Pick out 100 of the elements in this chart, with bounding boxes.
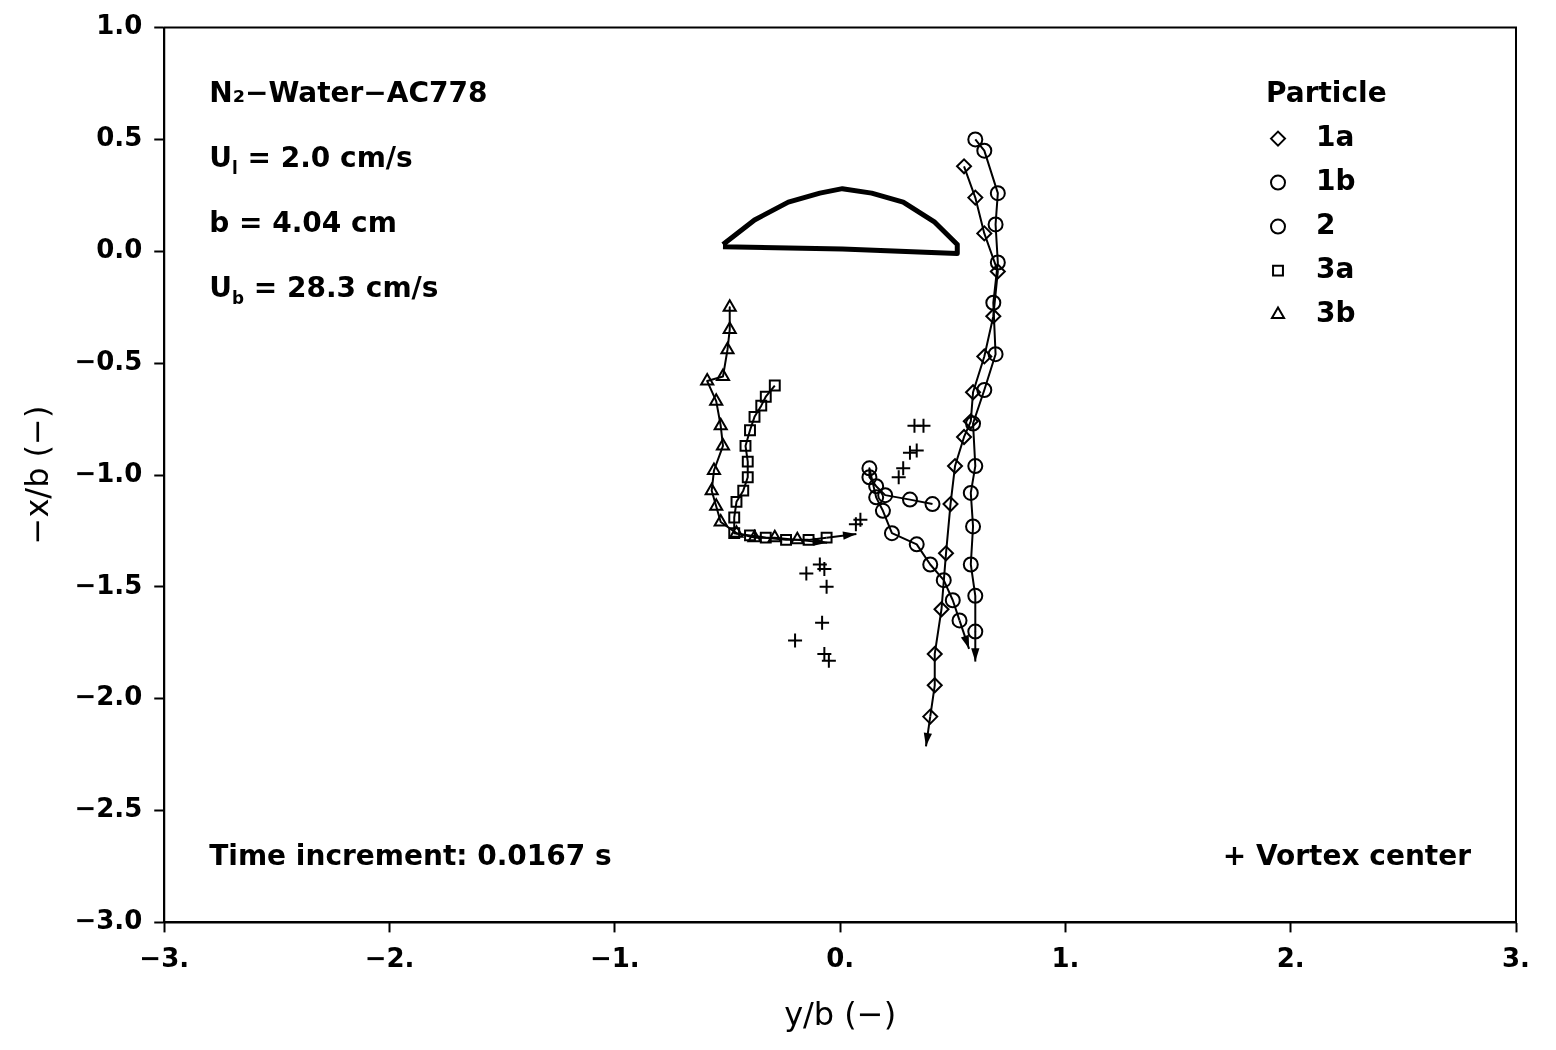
point: [938, 545, 955, 562]
point: [787, 632, 804, 649]
annotation: N₂−Water−AC778: [209, 75, 488, 109]
point: [962, 484, 979, 501]
point: [901, 491, 918, 508]
point: [922, 708, 939, 725]
y-tick-label: −2.0: [74, 681, 143, 712]
point: [976, 225, 993, 242]
point: [926, 677, 943, 694]
point: [951, 612, 968, 629]
point: [739, 439, 752, 452]
point: [802, 533, 815, 546]
x-tick-label: 3.: [1502, 942, 1530, 973]
x-tick-label: 1.: [1051, 942, 1080, 973]
y-tick-label: 1.0: [96, 10, 143, 41]
point: [759, 531, 772, 544]
x-tick-label: −1.: [589, 942, 640, 973]
legend-label: 1b: [1316, 163, 1356, 197]
legend-label: 2: [1316, 207, 1336, 241]
point: [967, 189, 984, 206]
point: [933, 601, 950, 618]
point: [747, 529, 762, 543]
point: [790, 531, 805, 545]
y-tick-label: −3.0: [74, 905, 143, 936]
point: [755, 399, 768, 412]
point: [956, 428, 973, 445]
point: [852, 511, 869, 528]
point: [962, 556, 979, 573]
point: [744, 529, 756, 542]
point: [720, 341, 735, 355]
point: [901, 444, 918, 461]
point: [874, 502, 891, 519]
y-tick-label: −1.5: [74, 569, 143, 600]
point: [868, 489, 885, 506]
point: [820, 531, 833, 544]
point: [890, 469, 907, 486]
point: [985, 308, 1002, 325]
point: [700, 373, 715, 386]
x-tick-label: −2.: [364, 942, 415, 973]
point: [709, 393, 724, 406]
point: [965, 518, 982, 535]
point: [722, 321, 737, 335]
point: [728, 511, 741, 524]
point: [987, 216, 1004, 233]
point: [780, 533, 792, 546]
point: [877, 487, 894, 504]
point: [976, 381, 993, 398]
y-tick-label: −1.0: [74, 457, 143, 488]
point: [748, 410, 761, 423]
point: [741, 471, 754, 484]
legend-label: 3b: [1316, 295, 1356, 329]
point: [967, 131, 984, 148]
point: [976, 348, 993, 365]
point: [741, 455, 754, 468]
point: [908, 536, 925, 553]
legend-label: 1a: [1316, 119, 1355, 153]
point: [924, 496, 941, 513]
point: [814, 614, 831, 631]
y-tick-label: 0.0: [96, 234, 143, 265]
annotation: + Vortex center: [1222, 838, 1472, 872]
point: [706, 462, 722, 476]
annotation: b = 4.04 cm: [209, 205, 397, 239]
point: [715, 368, 731, 382]
point: [967, 623, 984, 640]
point: [744, 424, 756, 437]
point: [730, 495, 743, 508]
point: [883, 525, 900, 542]
x-tick-label: 2.: [1276, 942, 1305, 973]
point: [722, 299, 737, 312]
point: [768, 379, 781, 392]
annotation: Time increment: 0.0167 s: [209, 838, 612, 872]
y-axis-title: −x/b (−): [17, 405, 56, 545]
point: [861, 469, 878, 486]
point: [987, 346, 1004, 363]
point: [715, 437, 731, 451]
point: [798, 565, 815, 582]
point: [709, 498, 724, 511]
point: [818, 578, 835, 595]
point: [737, 484, 750, 497]
point: [759, 390, 772, 403]
point: [935, 572, 952, 589]
point: [947, 458, 964, 475]
point: [967, 458, 984, 475]
point: [915, 417, 932, 434]
point: [942, 496, 959, 513]
point: [989, 254, 1006, 271]
point: [967, 587, 984, 604]
point: [908, 442, 925, 459]
x-axis-title: y/b (−): [784, 995, 897, 1034]
point: [895, 460, 912, 477]
point: [956, 158, 973, 175]
y-tick-label: −2.5: [74, 793, 143, 824]
point: [922, 556, 939, 573]
y-tick-label: −0.5: [74, 345, 143, 376]
legend-title: Particle: [1266, 75, 1387, 109]
x-tick-label: 0.: [826, 942, 855, 973]
point: [861, 460, 878, 477]
point: [926, 645, 943, 662]
point: [704, 482, 719, 496]
point: [976, 142, 993, 159]
